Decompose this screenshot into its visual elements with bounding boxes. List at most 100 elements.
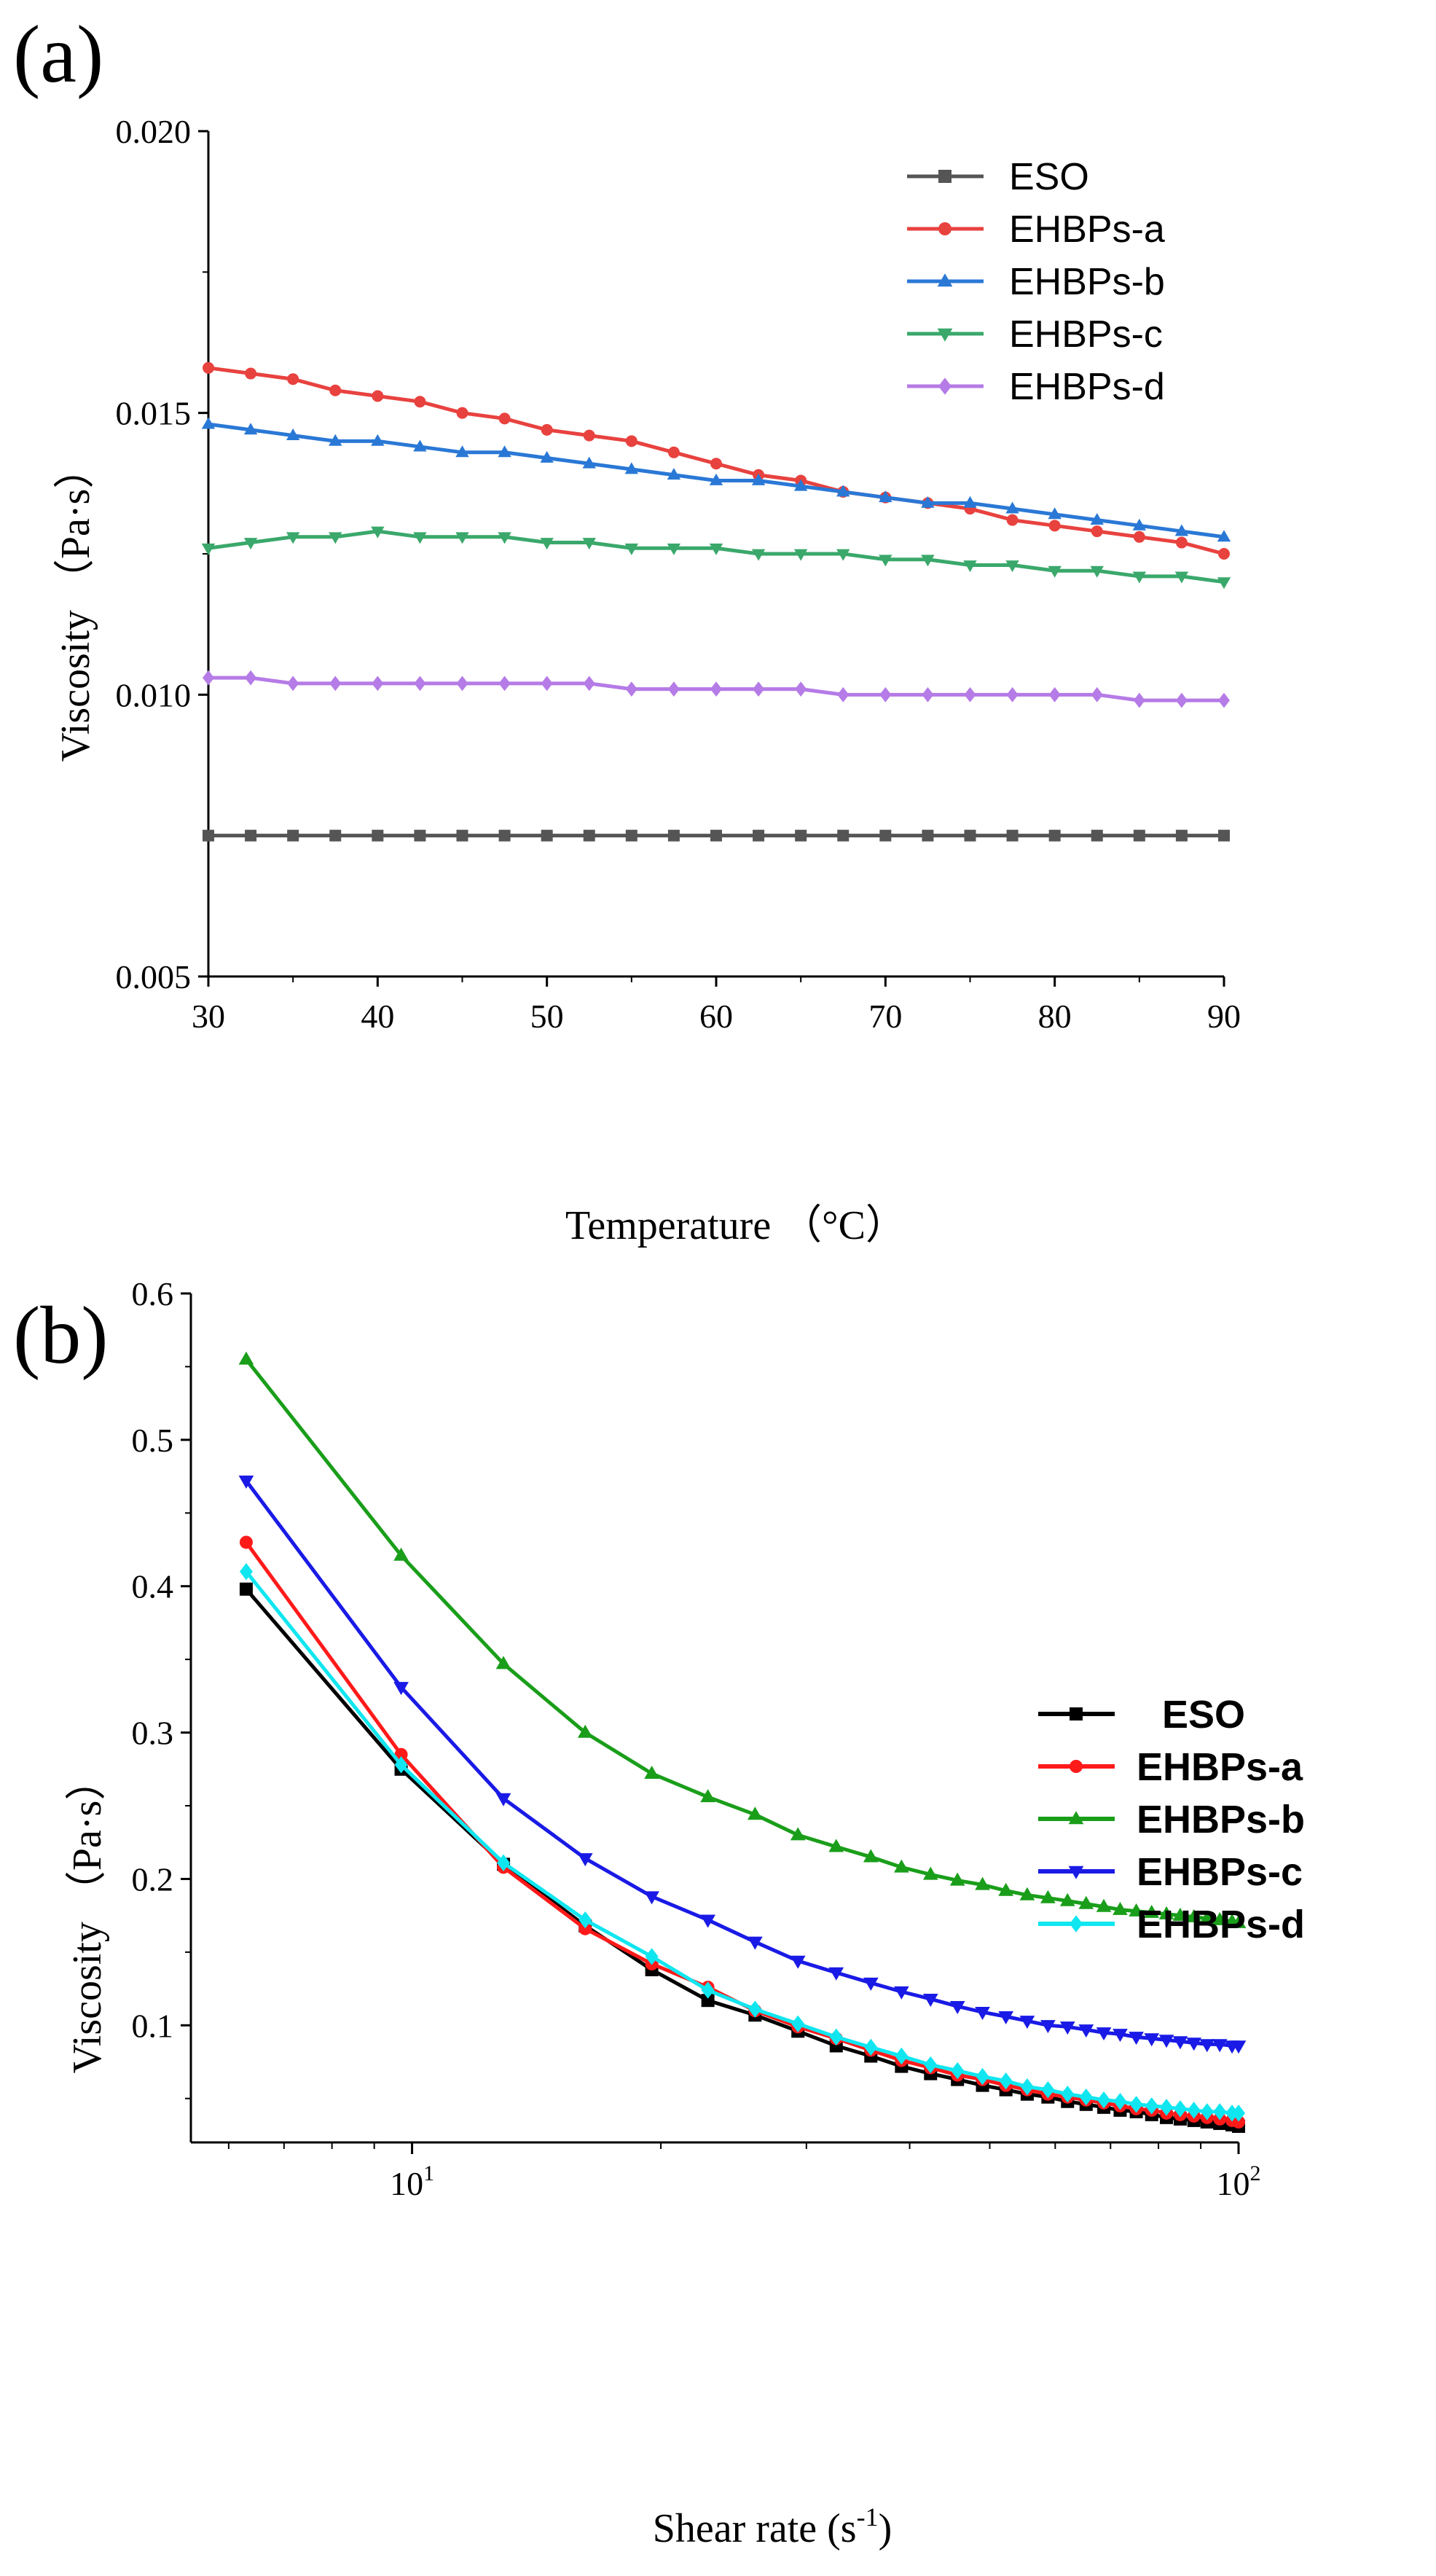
data-point [1158, 2035, 1174, 2048]
data-point [921, 555, 935, 567]
data-point [1005, 501, 1019, 514]
data-point [921, 496, 935, 508]
data-point [1172, 1907, 1188, 1921]
data-point [748, 2000, 762, 2018]
x-tick-label: 50 [530, 998, 564, 1035]
data-point [1078, 2024, 1094, 2038]
data-point [287, 676, 299, 692]
data-point [795, 681, 807, 697]
data-point [1096, 1898, 1112, 1912]
data-point [894, 1986, 909, 2000]
data-point [243, 538, 258, 550]
x-tick-base: 10 [1217, 2165, 1250, 2202]
data-point [455, 445, 469, 458]
data-point [414, 829, 426, 842]
data-point [583, 829, 595, 842]
data-point [1113, 2029, 1128, 2043]
data-point [498, 532, 511, 544]
data-point [371, 526, 385, 539]
data-point [203, 361, 214, 374]
data-point [924, 2056, 938, 2074]
legend-label-EHBPs-a: EHBPs-a [1137, 1745, 1303, 1789]
data-point [879, 555, 892, 567]
data-point [1175, 829, 1188, 842]
series-ESO [239, 1582, 1245, 2133]
data-point [922, 686, 934, 702]
data-point [1059, 2021, 1075, 2035]
data-point [1160, 2099, 1174, 2116]
data-point [863, 1977, 879, 1991]
panel-a-axes: 30 40 50 60 70 80 90 0.005 0.010 0.015 0.020 [116, 113, 1241, 1035]
data-point [1231, 2040, 1247, 2054]
data-point [393, 1547, 409, 1561]
legend-marker-EHBPs-d [938, 377, 952, 395]
data-point [498, 676, 511, 692]
data-point [329, 384, 342, 396]
legend-label-EHBPs-c: EHBPs-c [1137, 1850, 1303, 1894]
data-point [287, 829, 299, 842]
data-point [456, 407, 468, 419]
data-point [1133, 531, 1145, 543]
data-point [1129, 2032, 1144, 2045]
data-point [1172, 2036, 1188, 2050]
legend-marker-ESO [938, 170, 952, 183]
data-point [836, 485, 850, 497]
data-point [1048, 686, 1061, 702]
data-point [1199, 2039, 1215, 2053]
data-point [329, 676, 342, 692]
data-point [790, 1827, 806, 1841]
data-point [747, 1936, 763, 1950]
data-point [1090, 565, 1104, 578]
y-tick-label: 0.6 [132, 1275, 174, 1312]
data-point [203, 670, 214, 686]
data-point [498, 412, 511, 425]
data-point [1218, 548, 1230, 560]
data-point [540, 538, 554, 550]
series-EHBPs-c [238, 1475, 1247, 2054]
data-point [747, 1806, 763, 1820]
data-point [1133, 829, 1145, 842]
data-point [583, 676, 595, 692]
data-point [837, 829, 850, 842]
data-point [951, 2062, 965, 2080]
legend-marker-EHBPs-c [1068, 1866, 1084, 1879]
data-point [1079, 2088, 1093, 2106]
data-point [203, 829, 214, 842]
data-point [497, 1854, 511, 1872]
data-point [286, 532, 300, 544]
data-point [456, 829, 468, 842]
data-point [667, 829, 680, 842]
data-point [541, 676, 553, 692]
data-point [644, 1766, 659, 1780]
data-point [667, 543, 681, 555]
x-tick-label: 102 [1217, 2161, 1261, 2202]
data-point [1212, 1911, 1228, 1925]
x-tick-label: 30 [192, 998, 225, 1035]
data-point [863, 1849, 879, 1863]
panel-a-legend: ESO EHBPs-a EHBPs-b EHBPs-c EHBPs-d [907, 156, 1165, 408]
panel-a-chart: (a) 30 40 50 60 70 80 90 0.005 0.010 0.015 0.020 E… [13, 9, 1241, 1248]
data-point [828, 1839, 844, 1852]
data-point [667, 468, 681, 480]
data-point [949, 1872, 965, 1886]
data-point [393, 1682, 409, 1696]
data-point [895, 2047, 909, 2065]
data-point [413, 532, 427, 544]
data-point [1091, 829, 1103, 842]
data-point [1040, 1890, 1056, 1903]
panel-a-series [201, 361, 1231, 842]
data-point [286, 428, 300, 440]
y-tick-label: 0.3 [132, 1715, 174, 1752]
data-point [753, 681, 765, 697]
data-point [1020, 2078, 1034, 2096]
data-point [1041, 2080, 1055, 2099]
data-point [413, 439, 427, 452]
data-point [1173, 2100, 1187, 2118]
data-point [239, 1582, 253, 1596]
data-point [791, 2015, 805, 2033]
series-EHBPs-a [239, 1535, 1245, 2129]
data-point [710, 681, 722, 697]
series-EHBPs-b [238, 1351, 1247, 1928]
data-point [1006, 686, 1019, 702]
x-tick-label: 80 [1038, 998, 1072, 1035]
